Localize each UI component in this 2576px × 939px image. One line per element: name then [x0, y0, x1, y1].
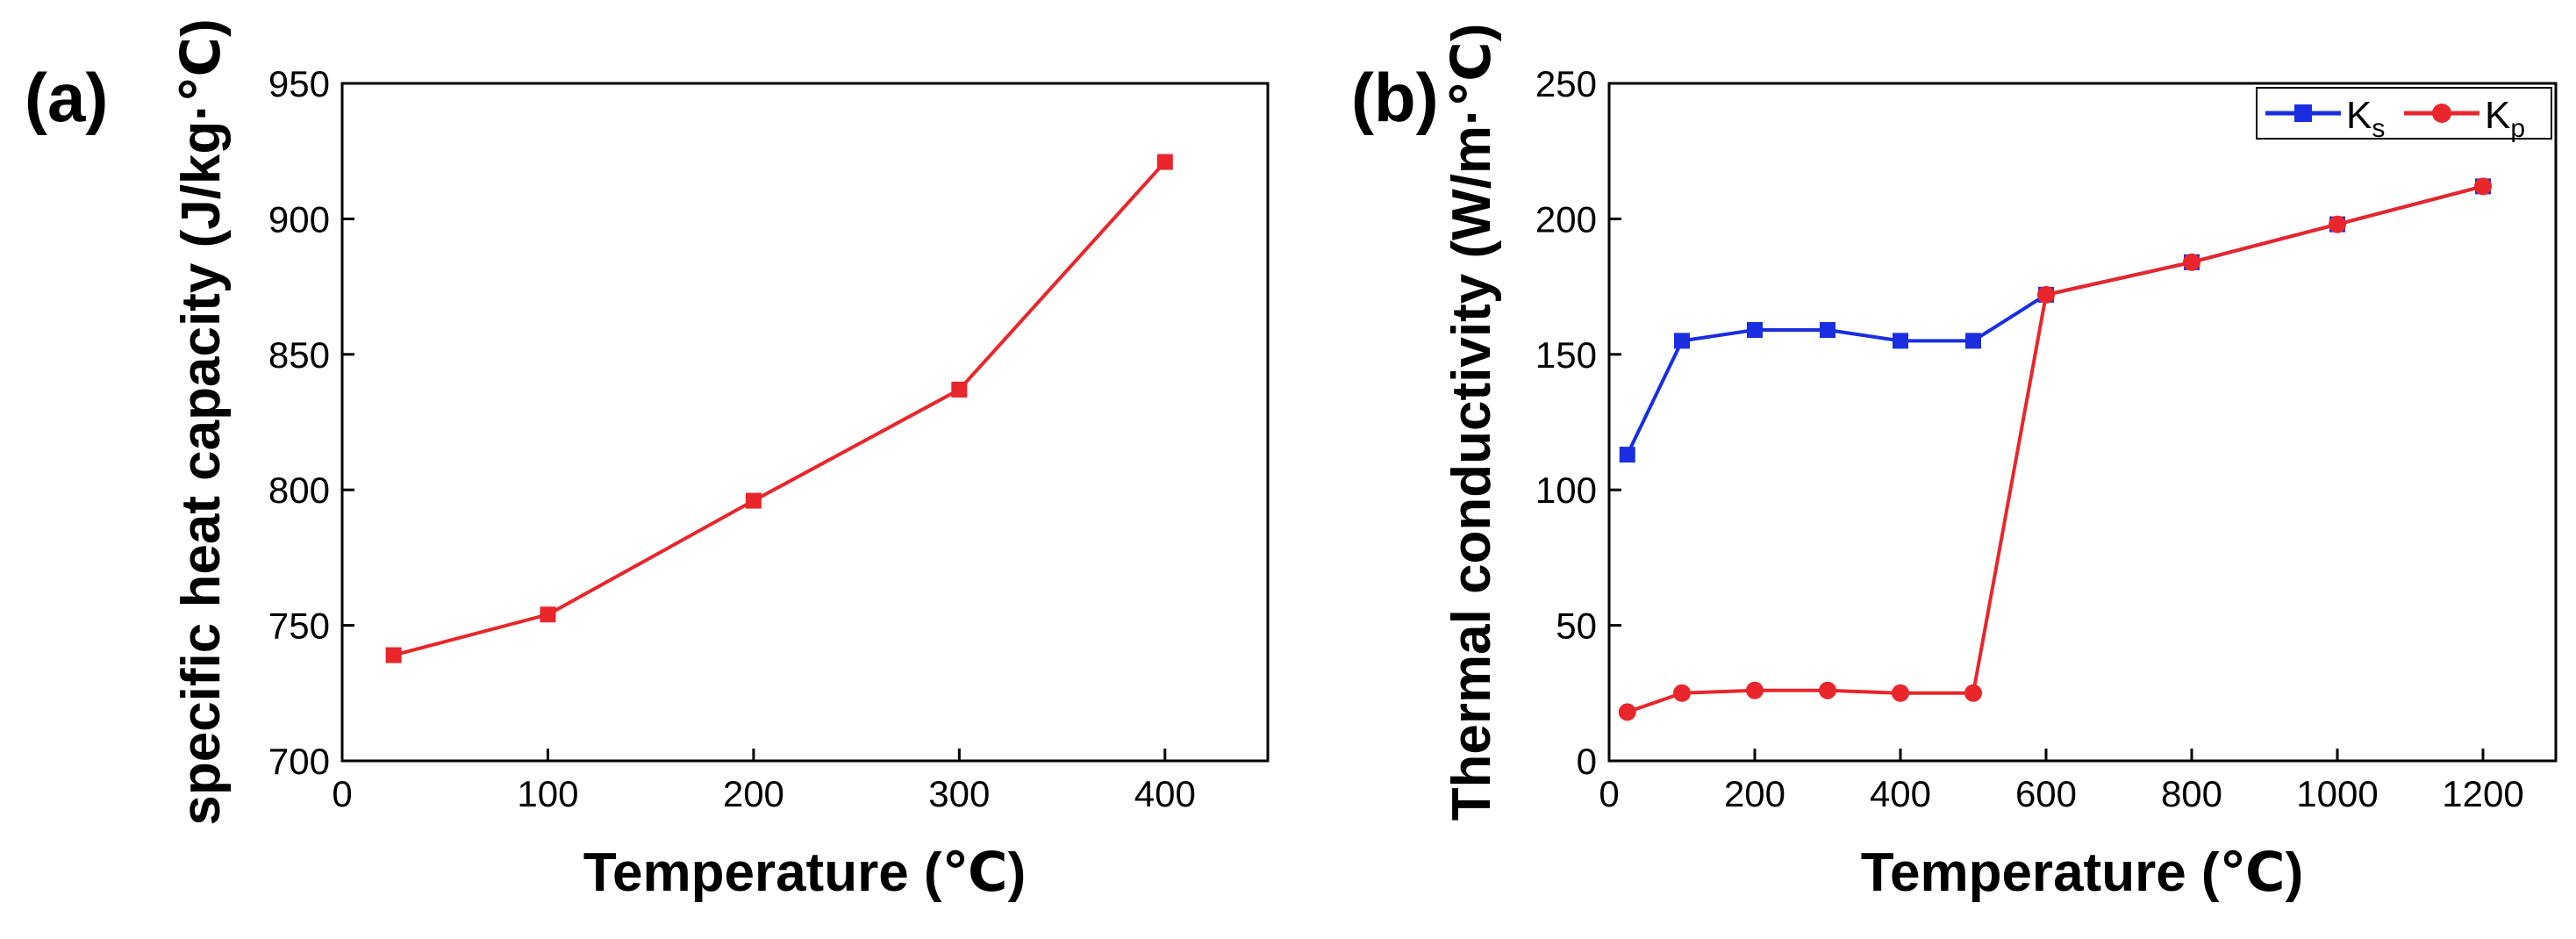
legend-entry-ks: Ks	[2265, 94, 2385, 143]
series-line-b-1	[1627, 184, 2484, 714]
data-point	[1892, 684, 1909, 702]
x-tick-label-b: 1000	[2296, 773, 2378, 814]
x-tick-label-a: 200	[723, 773, 784, 814]
legend-marker-ks	[2294, 104, 2312, 122]
y-tick-label-a: 850	[268, 334, 330, 376]
y-axis-title-a: specific heat capacity (J/kg·℃)	[171, 18, 232, 825]
y-tick-label-b: 200	[1535, 198, 1597, 240]
data-point	[1965, 333, 1981, 349]
legend-label-ks: Ks	[2346, 94, 2385, 143]
data-point	[2037, 285, 2055, 304]
panel-label-b: (b)	[1351, 59, 1439, 136]
data-point	[1747, 322, 1763, 339]
data-point	[951, 381, 968, 398]
x-tick-label-b: 0	[1599, 773, 1619, 814]
data-point	[745, 492, 762, 509]
series-group-b	[1618, 177, 2492, 721]
x-tick-label-a: 300	[928, 773, 990, 814]
data-point	[2329, 215, 2346, 233]
x-tick-label-a: 0	[332, 773, 352, 814]
y-tick-label-a: 800	[268, 470, 330, 511]
x-tick-label-b: 800	[2161, 773, 2222, 814]
axis-ticks-b: 0 200 400 600 800 1000 1200 0 50 100 150 200 250	[1535, 63, 2524, 814]
data-point	[540, 606, 556, 623]
data-point	[1673, 684, 1691, 702]
y-tick-label-a: 750	[268, 606, 330, 647]
data-point	[1618, 703, 1636, 721]
y-tick-label-a: 900	[268, 198, 330, 240]
x-tick-label-b: 200	[1724, 773, 1785, 814]
data-point	[1893, 333, 1908, 349]
axis-ticks-a: 0 100 200 300 400 700 750 800 850 900 950	[268, 63, 1196, 814]
y-axis-title-b: Thermal conductivity (W/m·℃)	[1442, 24, 1502, 821]
series-group-a	[385, 154, 1173, 663]
x-tick-label-b: 1200	[2442, 773, 2523, 814]
data-point	[1964, 684, 1982, 702]
series-line-a-0	[393, 161, 1167, 657]
series-line-b-0	[1625, 184, 2484, 455]
y-tick-label-b: 100	[1535, 470, 1597, 511]
y-tick-label-b: 250	[1535, 63, 1597, 104]
data-point	[1746, 681, 1764, 699]
y-tick-label-a: 700	[268, 741, 330, 782]
x-axis-title-a: Temperature (℃)	[583, 842, 1027, 903]
data-point	[1156, 154, 1173, 170]
legend-label-kp: Kp	[2485, 94, 2525, 143]
legend: Ks Kp	[2256, 87, 2552, 143]
data-point	[2183, 253, 2200, 271]
legend-marker-kp	[2432, 104, 2451, 123]
x-tick-label-a: 400	[1134, 773, 1196, 814]
data-point	[2474, 177, 2492, 196]
panel-label-a: (a)	[25, 59, 108, 136]
legend-label-kp-main: K	[2485, 94, 2510, 137]
x-tick-label-b: 400	[1870, 773, 1931, 814]
chart-panel-b: (b) 0 200 400 600 800 1000 1200 0 50 100 150 200 250…	[1351, 24, 2558, 903]
x-axis-title-b: Temperature (℃)	[1861, 842, 2304, 903]
data-point	[385, 647, 402, 663]
y-tick-label-b: 50	[1556, 606, 1597, 647]
y-tick-label-b: 0	[1577, 741, 1597, 782]
x-tick-label-a: 100	[517, 773, 578, 814]
data-point	[1819, 681, 1836, 699]
plot-frame-a	[340, 82, 1270, 763]
data-point	[1820, 322, 1835, 339]
legend-label-kp-sub: p	[2510, 114, 2525, 143]
data-point	[1674, 333, 1690, 349]
data-point	[1619, 447, 1635, 463]
legend-entry-kp: Kp	[2404, 94, 2525, 143]
plot-frame-b	[1607, 82, 2558, 763]
legend-label-ks-main: K	[2346, 94, 2372, 137]
y-tick-label-b: 150	[1535, 334, 1597, 376]
chart-panel-a: (a) 0 100 200 300 400 700 750 800 850 900 950 Temp…	[25, 18, 1270, 903]
legend-label-ks-sub: s	[2372, 114, 2385, 143]
x-tick-label-b: 600	[2015, 773, 2077, 814]
y-tick-label-a: 950	[268, 63, 330, 104]
